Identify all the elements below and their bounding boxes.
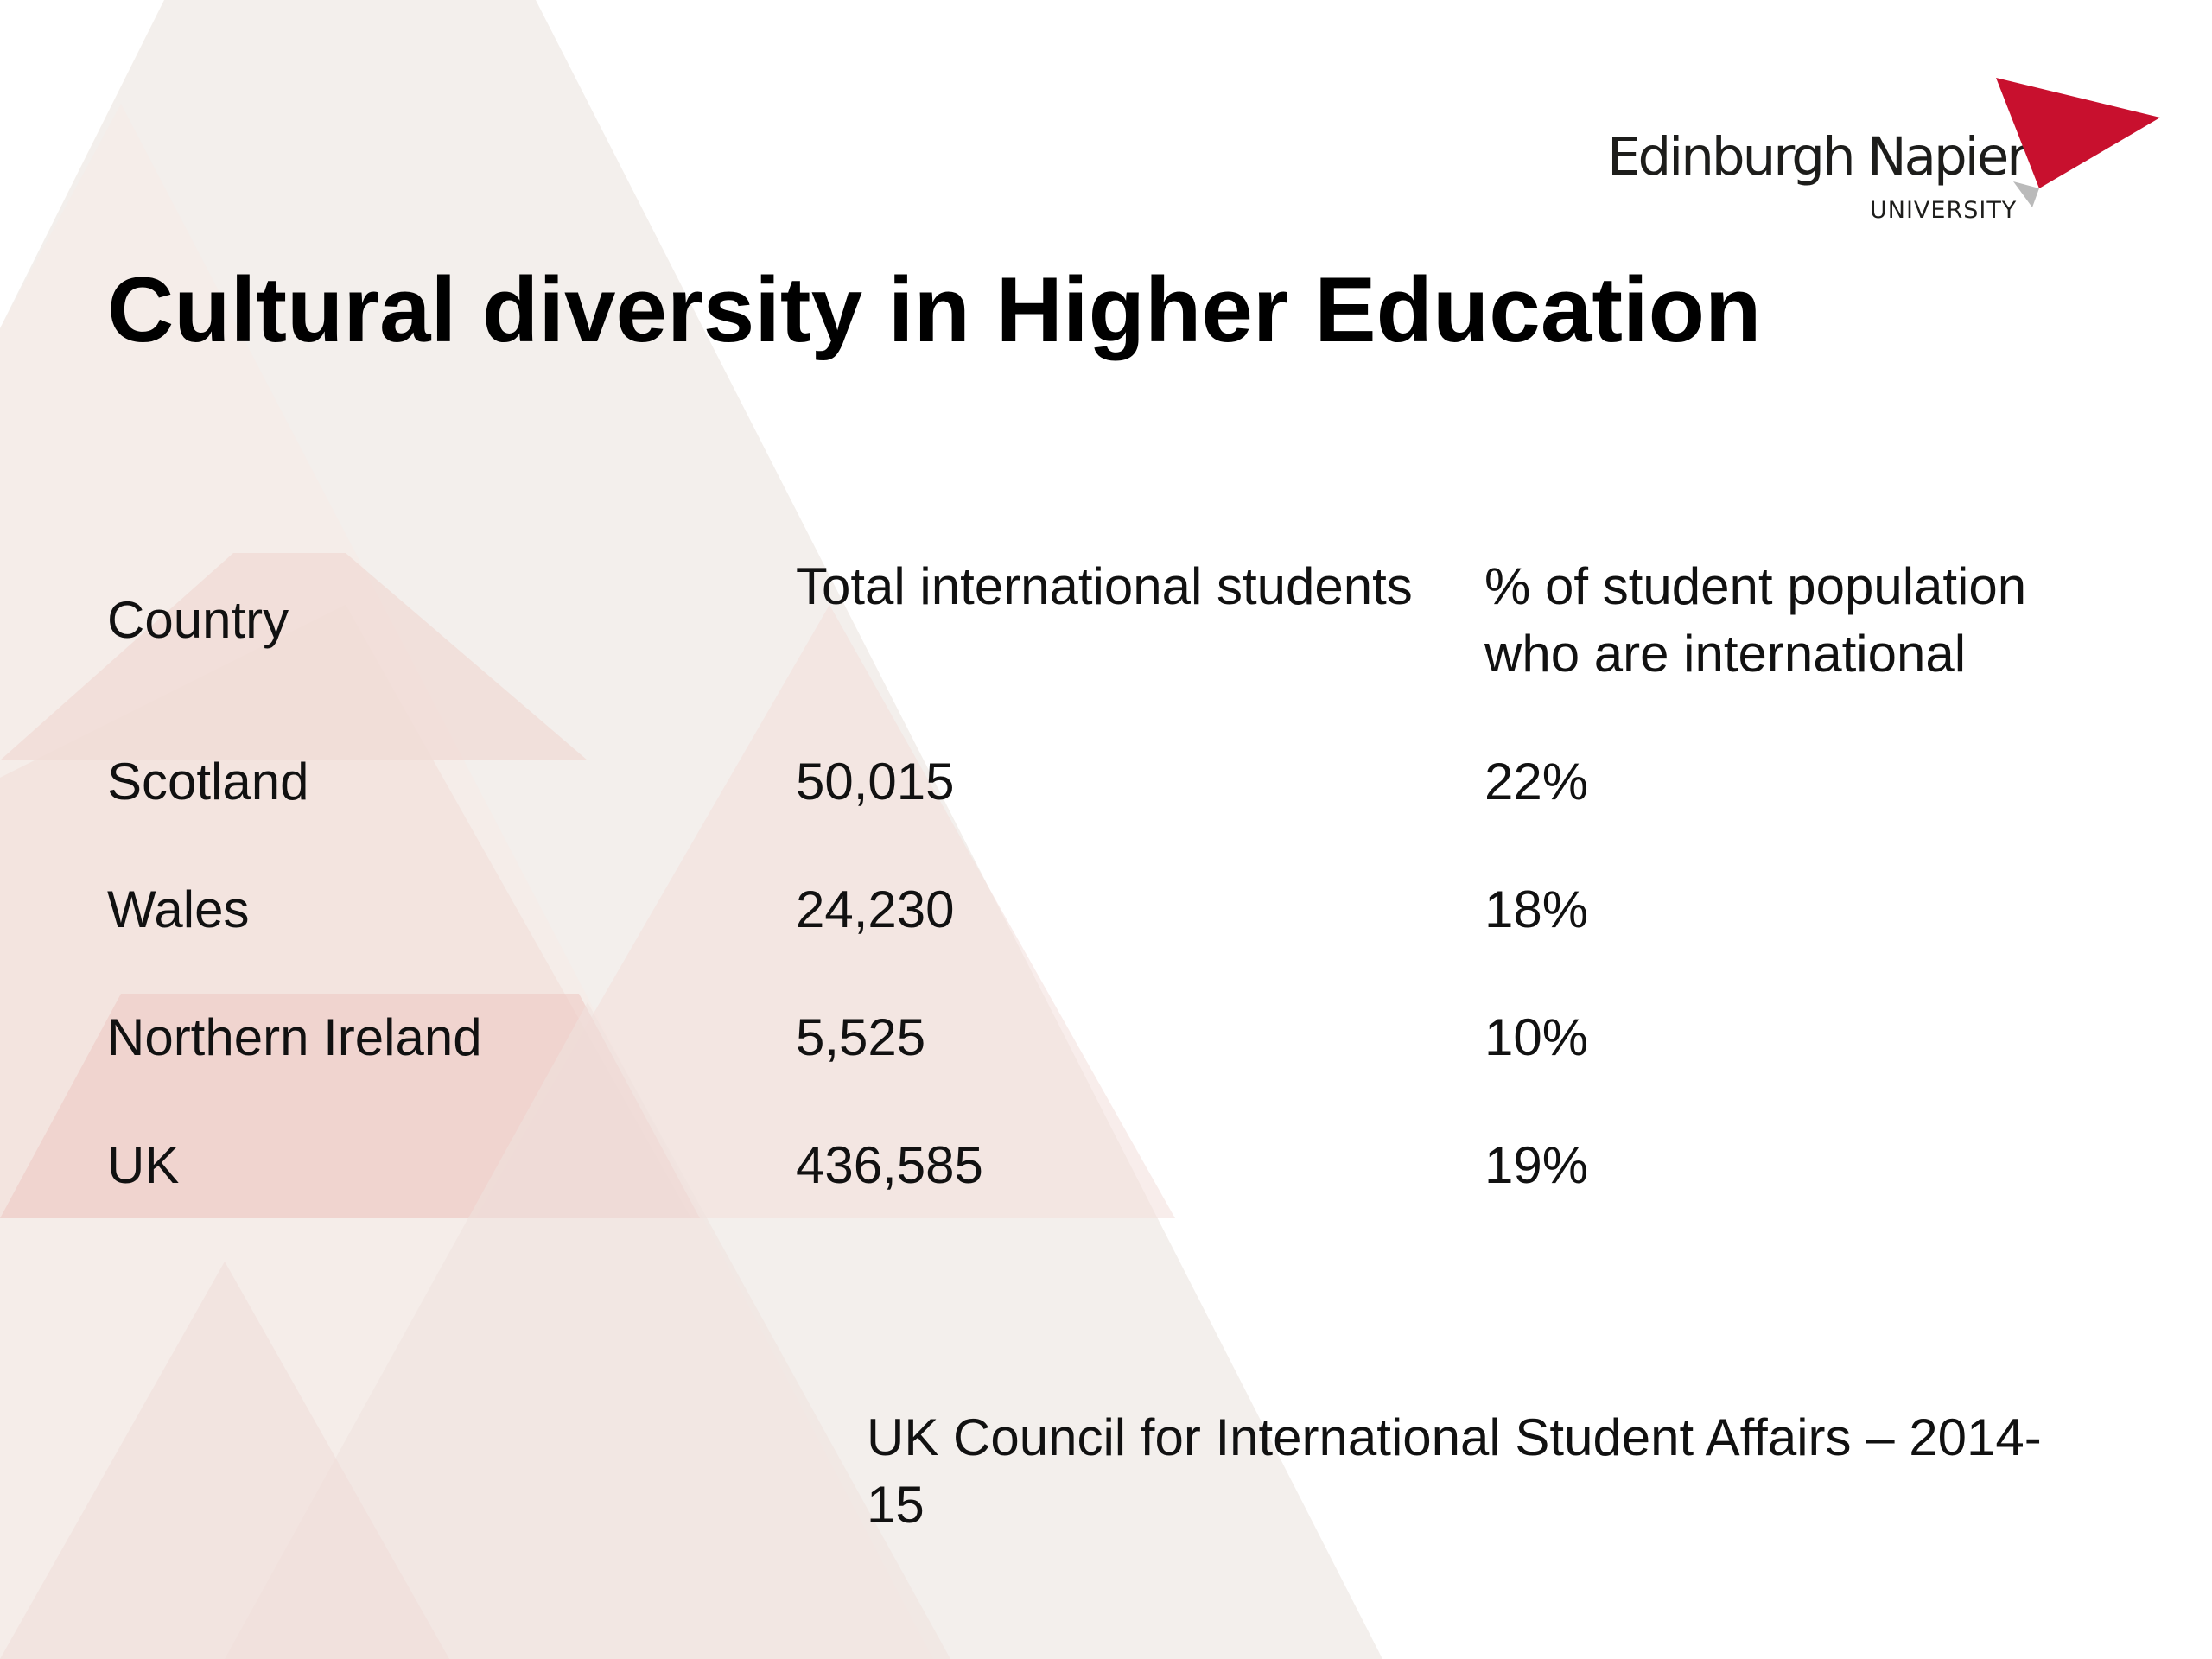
logo-name: Edinburgh Napier <box>1607 126 2028 188</box>
cell-country: Scotland <box>107 753 309 810</box>
cell-percent: 10% <box>1484 1008 1589 1066</box>
source-citation: UK Council for International Student Aff… <box>867 1408 2042 1534</box>
cell-percent: 22% <box>1484 753 1589 810</box>
header-percent-international: % of student population who are internat… <box>1484 557 2027 683</box>
logo-subtitle: UNIVERSITY <box>1870 197 2018 224</box>
header-country: Country <box>107 591 289 649</box>
table-row: Scotland 50,015 22% <box>107 748 2094 876</box>
cell-country: UK <box>107 1136 180 1194</box>
table-row: Northern Ireland 5,525 10% <box>107 1004 2094 1132</box>
table-row: UK 436,585 19% <box>107 1132 2094 1260</box>
header-total-international: Total international students <box>796 557 1413 615</box>
cell-percent: 19% <box>1484 1136 1589 1194</box>
red-arrow-icon <box>1996 78 2160 207</box>
cell-total: 50,015 <box>796 753 955 810</box>
page-title: Cultural diversity in Higher Education <box>107 257 1762 361</box>
cell-total: 24,230 <box>796 880 955 938</box>
cell-percent: 18% <box>1484 880 1589 938</box>
table-header-row: Country Total international students % o… <box>107 553 2094 688</box>
cell-country: Wales <box>107 880 250 938</box>
table-row: Wales 24,230 18% <box>107 876 2094 1004</box>
university-logo: Edinburgh Napier UNIVERSITY <box>1555 78 2160 242</box>
cell-total: 5,525 <box>796 1008 926 1066</box>
cell-country: Northern Ireland <box>107 1008 482 1066</box>
cell-total: 436,585 <box>796 1136 983 1194</box>
statistics-table: Country Total international students % o… <box>107 553 2094 1260</box>
